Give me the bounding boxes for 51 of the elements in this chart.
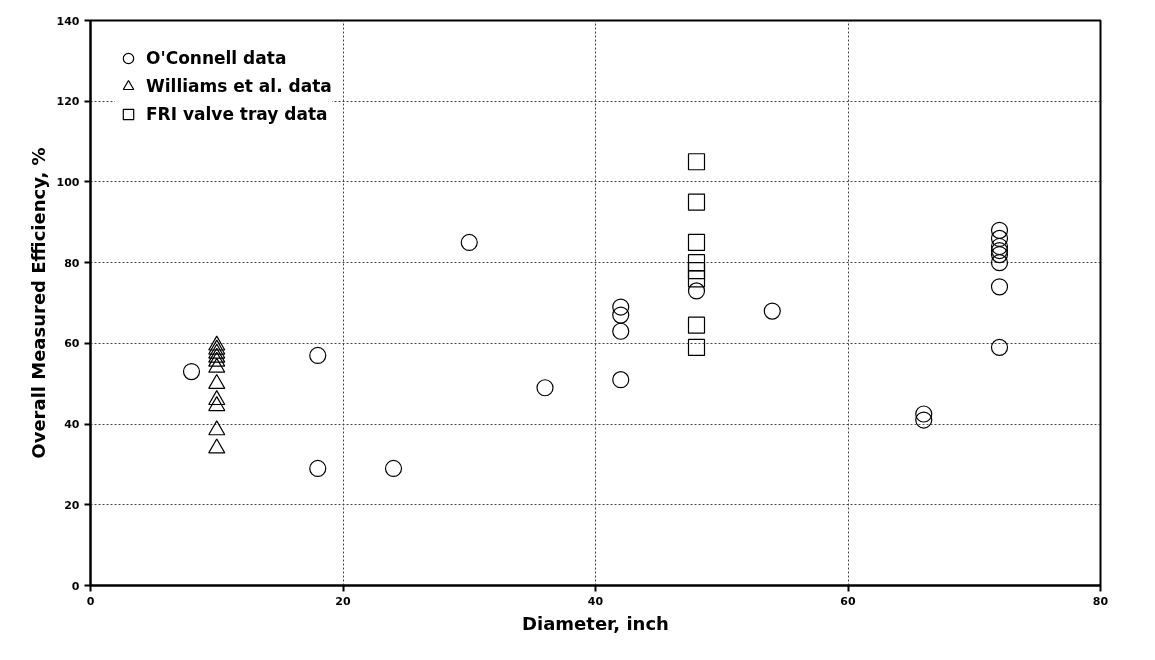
x-tick-label: 0 [86, 594, 95, 608]
point [687, 316, 706, 334]
point [687, 270, 706, 288]
point [309, 346, 327, 365]
y-tick-label: 100 [56, 175, 80, 189]
point [990, 221, 1009, 239]
point [687, 153, 706, 171]
point [990, 229, 1009, 248]
point [208, 438, 226, 454]
point [990, 237, 1009, 256]
x-tick-label: 40 [587, 594, 604, 608]
x-tick-label: 60 [840, 594, 856, 608]
point [687, 193, 706, 211]
x-tick-label: 20 [335, 594, 351, 608]
point [990, 254, 1009, 272]
point [536, 379, 554, 397]
point [309, 459, 327, 478]
legend-label: Williams et al. data [146, 76, 332, 96]
point [990, 338, 1009, 356]
y-tick-label: 120 [56, 95, 80, 109]
point [915, 411, 933, 429]
legend-label: FRI valve tray data [146, 104, 328, 124]
point [687, 338, 706, 356]
point [208, 420, 226, 436]
y-axis-title: Overall Measured Efficiency, % [27, 147, 49, 459]
point [612, 322, 630, 340]
point [990, 241, 1009, 260]
x-axis-title: Diameter, inch [522, 612, 669, 634]
point [990, 278, 1009, 296]
point [460, 233, 478, 252]
point [208, 390, 226, 406]
y-tick-label: 20 [64, 498, 80, 512]
y-tick-label: 40 [64, 418, 80, 432]
point [915, 405, 933, 423]
point [182, 363, 201, 381]
point [687, 262, 706, 280]
point [612, 306, 630, 324]
y-tick-label: 140 [56, 14, 80, 28]
point [687, 233, 706, 252]
point [208, 396, 226, 412]
point [763, 302, 781, 320]
point [990, 245, 1009, 264]
point [612, 371, 630, 389]
y-tick-label: 80 [64, 256, 80, 270]
y-tick-label: 0 [71, 579, 80, 593]
point [687, 282, 706, 300]
point [384, 459, 403, 478]
x-tick-label: 80 [1092, 594, 1109, 608]
y-tick-label: 60 [64, 337, 80, 351]
point [612, 298, 630, 316]
legend-label: O'Connell data [146, 48, 287, 68]
